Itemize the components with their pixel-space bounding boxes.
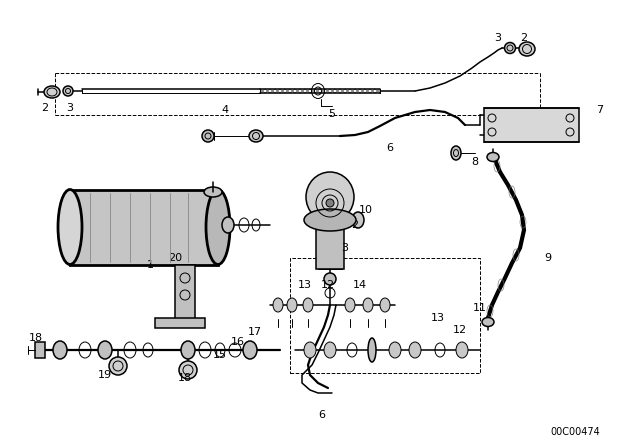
Text: 20: 20	[168, 253, 182, 263]
Text: 3: 3	[342, 243, 349, 253]
Ellipse shape	[202, 130, 214, 142]
Text: 18: 18	[29, 333, 43, 343]
Text: 15: 15	[213, 350, 227, 360]
Ellipse shape	[287, 298, 297, 312]
Text: 11: 11	[473, 303, 487, 313]
Ellipse shape	[273, 298, 283, 312]
Bar	[35, 342, 45, 358]
Text: 2: 2	[351, 220, 358, 230]
Ellipse shape	[487, 152, 499, 161]
Ellipse shape	[380, 298, 390, 312]
Text: 18: 18	[178, 373, 192, 383]
Text: 13: 13	[431, 313, 445, 323]
Text: 6: 6	[387, 143, 394, 153]
Text: 10: 10	[359, 205, 373, 215]
Text: 3: 3	[495, 33, 502, 43]
Bar	[70, 190, 218, 265]
Text: 4: 4	[221, 105, 228, 115]
Ellipse shape	[456, 342, 468, 358]
Text: 7: 7	[596, 105, 604, 115]
Text: 12: 12	[453, 325, 467, 335]
Ellipse shape	[324, 273, 336, 285]
Ellipse shape	[409, 342, 421, 358]
Ellipse shape	[352, 212, 364, 228]
Text: 2: 2	[520, 33, 527, 43]
Text: 2: 2	[42, 103, 49, 113]
Text: 19: 19	[98, 370, 112, 380]
Circle shape	[179, 361, 197, 379]
Text: 16: 16	[231, 337, 245, 347]
Ellipse shape	[53, 341, 67, 359]
Ellipse shape	[368, 338, 376, 362]
Text: 6: 6	[319, 410, 326, 420]
Ellipse shape	[222, 217, 234, 233]
Ellipse shape	[304, 209, 356, 231]
Ellipse shape	[303, 298, 313, 312]
Ellipse shape	[243, 341, 257, 359]
Bar	[290, 258, 480, 373]
Ellipse shape	[306, 172, 354, 222]
Bar	[175, 265, 195, 320]
Text: 5: 5	[328, 109, 335, 119]
Ellipse shape	[206, 190, 230, 264]
Text: 17: 17	[248, 327, 262, 337]
Ellipse shape	[519, 42, 535, 56]
Ellipse shape	[451, 146, 461, 160]
Ellipse shape	[204, 187, 222, 197]
Ellipse shape	[249, 130, 263, 142]
Ellipse shape	[304, 342, 316, 358]
Text: 12: 12	[321, 280, 335, 290]
Ellipse shape	[363, 298, 373, 312]
Circle shape	[326, 199, 334, 207]
Ellipse shape	[181, 341, 195, 359]
Text: 14: 14	[353, 280, 367, 290]
Ellipse shape	[504, 43, 515, 53]
Text: 13: 13	[298, 280, 312, 290]
Circle shape	[109, 357, 127, 375]
Ellipse shape	[98, 341, 112, 359]
Ellipse shape	[63, 86, 73, 96]
Ellipse shape	[482, 318, 494, 327]
Ellipse shape	[389, 342, 401, 358]
Bar	[484, 108, 579, 142]
Ellipse shape	[44, 86, 60, 98]
Ellipse shape	[58, 190, 82, 264]
Bar	[316, 229, 344, 269]
Text: 1: 1	[147, 260, 154, 270]
Bar	[155, 318, 205, 328]
Ellipse shape	[324, 342, 336, 358]
Text: 00C00474: 00C00474	[550, 427, 600, 437]
Text: 8: 8	[472, 157, 479, 167]
Text: 9: 9	[545, 253, 552, 263]
Text: 3: 3	[67, 103, 74, 113]
Ellipse shape	[345, 298, 355, 312]
